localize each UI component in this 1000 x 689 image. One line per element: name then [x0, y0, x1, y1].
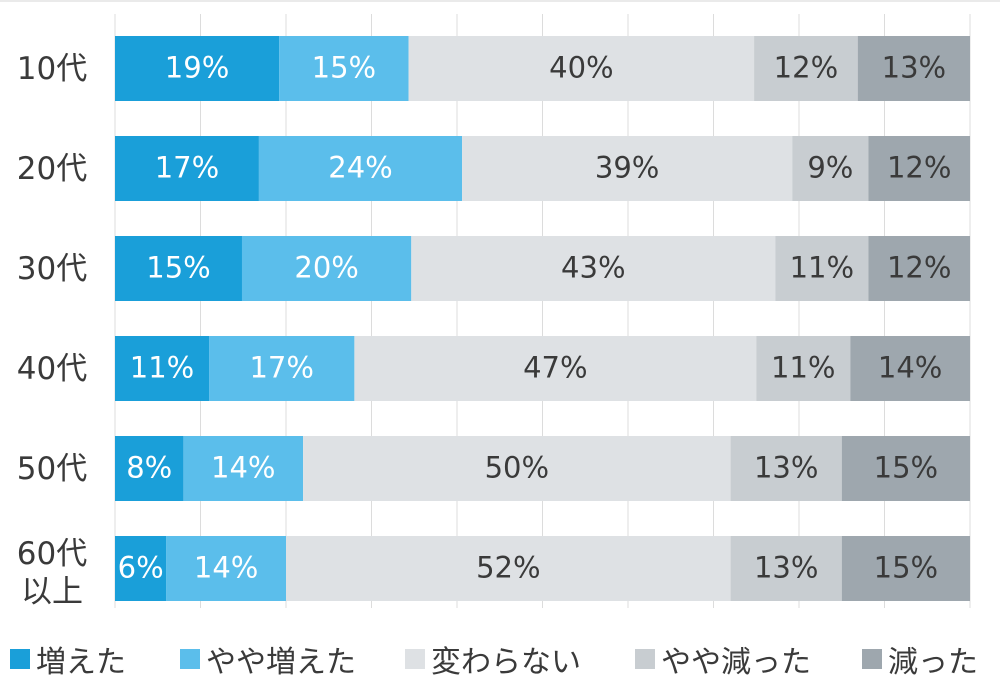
bar-segment: [209, 336, 355, 401]
data-label: 17%: [249, 351, 313, 385]
data-label: 9%: [807, 151, 853, 185]
bar-segment: [462, 136, 793, 201]
data-label: 50%: [485, 451, 549, 485]
category-label: 30代: [0, 250, 104, 288]
bar-segment: [411, 236, 776, 301]
bar-segment: [279, 36, 409, 101]
category-label: 50代: [0, 450, 104, 488]
bar-segment: [183, 436, 304, 501]
category-label-line: 10代: [16, 50, 88, 87]
data-label: 13%: [754, 451, 818, 485]
bar-segment: [792, 136, 869, 201]
bar-segment: [868, 136, 970, 201]
legend-label: 減った: [888, 645, 978, 680]
data-labels: 19% 15% 40% 12% 13% 17% 24% 39% 9% 12% 15% 20% 43% 11…: [118, 51, 952, 585]
bar-segment: [841, 436, 970, 501]
bar-segment: [408, 36, 755, 101]
category-label: 10代: [0, 50, 104, 88]
bar-segment: [115, 536, 167, 601]
data-label: 15%: [312, 51, 376, 85]
legend-item: やや増えた: [180, 636, 356, 682]
bar-segment: [730, 436, 842, 501]
legend-swatch: [635, 649, 655, 669]
category-label-line: 60代: [16, 535, 88, 572]
legend-label: 増えた: [36, 645, 126, 680]
data-label: 6%: [118, 551, 164, 585]
legend-label: やや増えた: [206, 645, 356, 680]
bar-segment: [115, 336, 210, 401]
data-label: 17%: [155, 151, 219, 185]
bar-segment: [286, 536, 731, 601]
legend: 増えた やや増えた 変わらない やや減った 減った: [0, 636, 1000, 682]
legend-item: 増えた: [10, 636, 126, 682]
bar-segment: [754, 36, 858, 101]
bar-segment: [354, 336, 757, 401]
data-label: 14%: [211, 451, 275, 485]
legend-item: 減った: [862, 636, 978, 682]
bar-segment: [756, 336, 851, 401]
data-label: 19%: [165, 51, 229, 85]
category-label-line: 20代: [16, 150, 88, 187]
data-label: 12%: [774, 51, 838, 85]
data-label: 11%: [790, 251, 854, 285]
data-label: 15%: [146, 251, 210, 285]
data-label: 8%: [126, 451, 172, 485]
data-label: 39%: [595, 151, 659, 185]
bar-segment: [241, 236, 412, 301]
data-label: 13%: [882, 51, 946, 85]
bar-segment: [166, 536, 286, 601]
legend-label: やや減った: [661, 645, 811, 680]
category-label-line: 50代: [16, 450, 88, 487]
gridlines: [114, 14, 971, 608]
data-label: 52%: [476, 551, 540, 585]
bar-segment: [775, 236, 869, 301]
bar-segment: [115, 436, 184, 501]
legend-swatch: [862, 649, 882, 669]
legend-swatch: [10, 649, 30, 669]
category-label-line: 以上: [21, 573, 83, 610]
data-label: 43%: [561, 251, 625, 285]
category-label: 40代: [0, 350, 104, 388]
legend-swatch: [180, 649, 200, 669]
category-label-line: 30代: [16, 250, 88, 287]
bar-segment: [115, 236, 242, 301]
data-label: 24%: [328, 151, 392, 185]
bar-segment: [841, 536, 970, 601]
legend-swatch: [405, 649, 425, 669]
bar-segment: [857, 36, 970, 101]
bar-segment: [850, 336, 970, 401]
data-label: 47%: [523, 351, 587, 385]
data-label: 40%: [549, 51, 613, 85]
legend-label: 変わらない: [431, 645, 581, 680]
data-label: 12%: [887, 251, 951, 285]
bar-segment: [258, 136, 463, 201]
data-label: 11%: [130, 351, 194, 385]
data-label: 20%: [294, 251, 358, 285]
bar-segment: [868, 236, 970, 301]
legend-item: 変わらない: [405, 636, 581, 682]
data-label: 12%: [887, 151, 951, 185]
category-label-line: 40代: [16, 350, 88, 387]
category-label: 60代 以上: [0, 535, 104, 611]
bar-segment: [303, 436, 731, 501]
data-label: 14%: [194, 551, 258, 585]
bar-segment: [115, 36, 280, 101]
bar-segment: [115, 136, 259, 201]
category-label: 20代: [0, 150, 104, 188]
data-label: 11%: [771, 351, 835, 385]
data-label: 15%: [874, 551, 938, 585]
bars: [115, 36, 970, 601]
legend-item: やや減った: [635, 636, 811, 682]
bar-segment: [730, 536, 842, 601]
data-label: 14%: [878, 351, 942, 385]
data-label: 13%: [754, 551, 818, 585]
data-label: 15%: [874, 451, 938, 485]
